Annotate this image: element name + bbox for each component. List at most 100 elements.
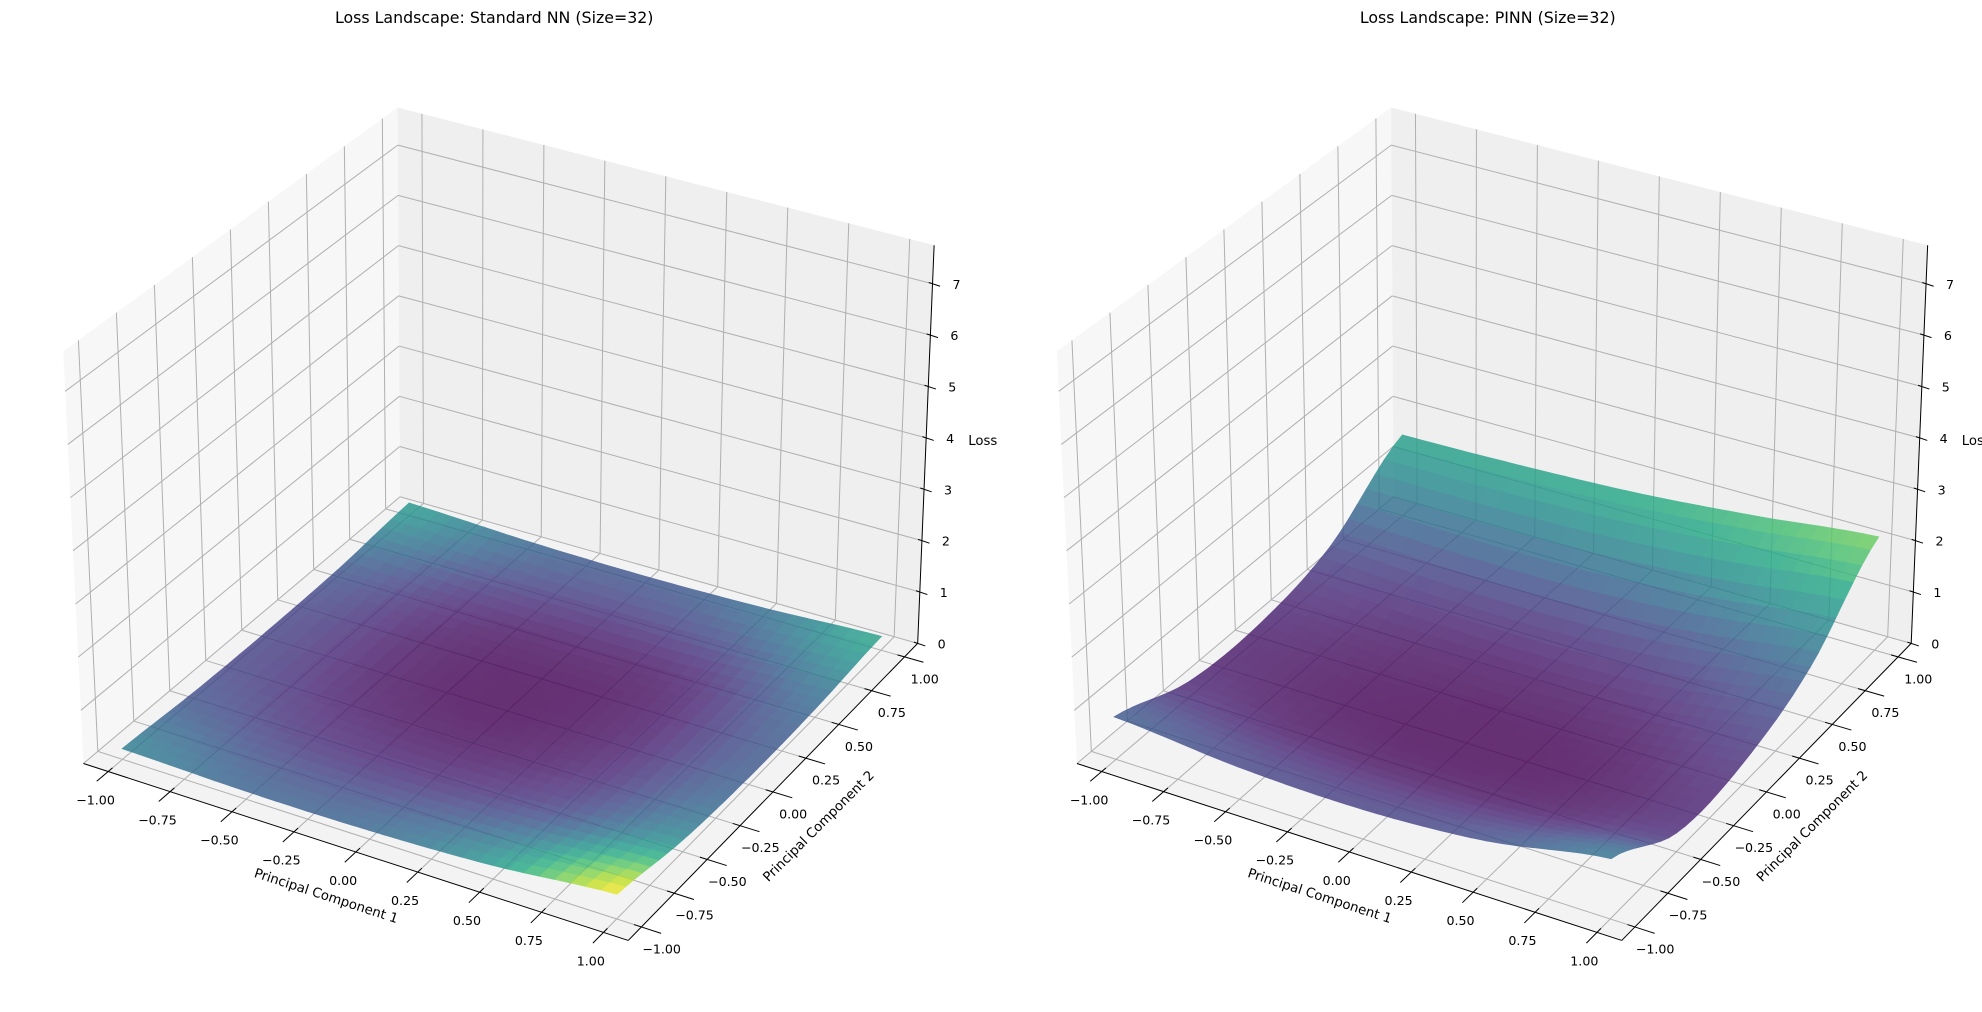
y-tick-label: 0.25 [1806, 773, 1834, 788]
grid-line [398, 295, 927, 439]
y-tick-label: −1.00 [642, 941, 681, 956]
grid-line [540, 145, 545, 537]
grid-line [67, 194, 399, 445]
grid-line [658, 176, 667, 571]
z-tick-label: 0 [1931, 636, 1939, 651]
z-tick-label: 3 [1938, 482, 1946, 497]
z-tick-label: 6 [1944, 328, 1952, 343]
grid-line [398, 245, 929, 388]
x-tick [1151, 787, 1169, 802]
z-tick-label: 2 [942, 534, 950, 549]
grid-line [1887, 238, 1904, 637]
z-tick-label: 2 [1935, 534, 1943, 549]
grid-line [305, 173, 315, 570]
grid-line [1391, 144, 1927, 285]
x-tick [406, 867, 423, 883]
y-tick-label: 1.00 [911, 671, 939, 686]
grid-line [1391, 245, 1922, 388]
x-tick [468, 887, 485, 904]
z-axis-line [917, 245, 935, 644]
grid-line [1068, 345, 1393, 605]
x-tick [1462, 887, 1478, 904]
z-tick-label: 5 [1942, 380, 1950, 395]
y-tick [765, 789, 793, 799]
x-tick [158, 787, 175, 802]
y-tick [831, 721, 858, 731]
grid-line [1299, 173, 1308, 570]
z-axis-label: Loss [1962, 434, 1982, 449]
z-tick [924, 384, 937, 390]
y-tick-label: 0.50 [1838, 739, 1866, 754]
x-tick-label: −0.75 [1132, 813, 1171, 828]
grid-line [1337, 146, 1344, 540]
y-tick [798, 755, 826, 765]
y-tick [1660, 890, 1688, 900]
grid-line [75, 345, 400, 605]
grid-line [1391, 194, 1925, 336]
grid-line [599, 160, 606, 554]
x-axis-label: Principal Component 1 [252, 866, 400, 927]
z-tick [920, 487, 932, 493]
x-tick-label: 0.00 [1323, 873, 1351, 888]
y-tick-label: 0.25 [812, 773, 840, 788]
grid-line [1063, 245, 1393, 499]
grid-line [397, 194, 931, 336]
z-tick-label: 3 [944, 482, 952, 497]
y-tick [1792, 755, 1819, 765]
x-tick-label: 1.00 [577, 953, 605, 968]
y-tick-label: −1.00 [1636, 941, 1675, 956]
grid-line [267, 201, 279, 600]
x-tick-label: 0.50 [453, 913, 481, 928]
grid-line [1060, 194, 1392, 445]
chart-title: Loss Landscape: PINN (Size=32) [1360, 8, 1616, 27]
y-tick [1890, 654, 1918, 663]
z-tick-label: 1 [940, 585, 948, 600]
grid-line [1071, 340, 1092, 752]
x-tick [282, 827, 299, 843]
z-tick-label: 6 [950, 328, 958, 343]
y-tick [1627, 924, 1655, 934]
side-pane [63, 107, 401, 764]
side-pane [1056, 107, 1394, 764]
z-tick [928, 282, 941, 287]
grid-line [1074, 446, 1394, 711]
y-tick [1857, 688, 1885, 697]
grid-line [72, 295, 400, 552]
grid-line [229, 229, 243, 631]
x-tick [1275, 827, 1292, 843]
x-tick-label: 0.75 [1508, 933, 1536, 948]
surface-patch [1594, 850, 1621, 860]
grid-line [399, 446, 920, 593]
z-tick [1913, 487, 1926, 493]
z-tick [1917, 384, 1930, 390]
grid-line [381, 118, 387, 509]
y-tick-label: 0.00 [779, 806, 807, 821]
grid-line [399, 395, 923, 542]
surface-patch [600, 882, 627, 895]
y-tick-label: −0.25 [741, 840, 780, 855]
grid-line [1147, 284, 1164, 691]
y-tick [699, 856, 727, 867]
z-axis-line [1910, 245, 1929, 644]
x-tick [1400, 867, 1416, 883]
grid-line [1392, 395, 1916, 542]
z-tick-label: 0 [938, 636, 946, 651]
grid-line [1091, 750, 1636, 928]
grid-line [834, 223, 850, 621]
grid-line [1071, 395, 1394, 658]
loss-surface [1113, 434, 1880, 860]
x-tick [1524, 907, 1540, 924]
x-tick [1586, 928, 1602, 944]
grid-line [77, 340, 99, 752]
grid-line [343, 146, 351, 540]
z-tick [922, 436, 934, 441]
grid-line [893, 238, 911, 637]
y-tick-label: −0.75 [675, 908, 714, 923]
z-tick [1911, 538, 1924, 544]
grid-line [1185, 257, 1200, 661]
z-axis-label: Loss [968, 434, 997, 449]
z-tick [926, 333, 939, 339]
grid-line [64, 144, 399, 392]
grid-line [77, 395, 400, 658]
z-tick [915, 590, 928, 596]
